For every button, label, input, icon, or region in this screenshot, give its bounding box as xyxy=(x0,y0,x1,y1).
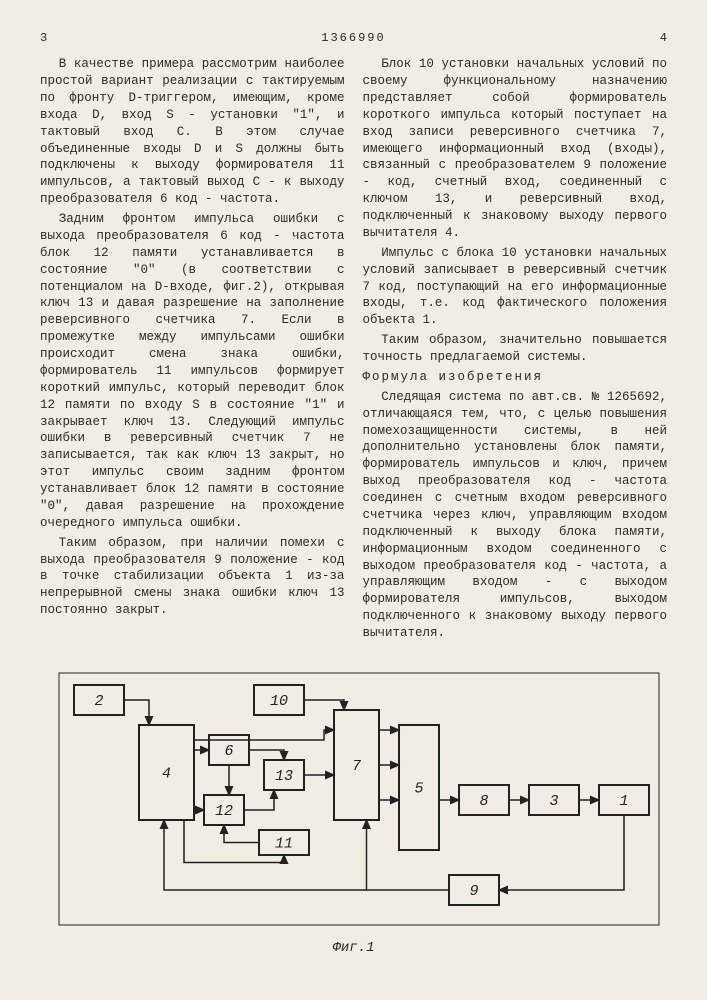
block-diagram: 12345678910111213 xyxy=(44,665,664,935)
svg-text:11: 11 xyxy=(274,835,292,852)
svg-text:4: 4 xyxy=(161,765,170,782)
para: Таким образом, при наличии помехи с выхо… xyxy=(40,535,345,619)
svg-text:3: 3 xyxy=(549,793,558,810)
svg-text:6: 6 xyxy=(224,743,233,760)
col-num-right: 4 xyxy=(660,30,667,52)
para: Импульс с блока 10 установки начальных у… xyxy=(363,245,668,329)
svg-text:12: 12 xyxy=(214,803,232,820)
svg-text:8: 8 xyxy=(479,793,488,810)
svg-text:2: 2 xyxy=(94,693,103,710)
para: В качестве примера рассмотрим наиболее п… xyxy=(40,56,345,208)
svg-text:9: 9 xyxy=(469,883,478,900)
page-header: 3 1366990 4 xyxy=(40,30,667,52)
para: Блок 10 установки начальных условий по с… xyxy=(363,56,668,242)
para: Таким образом, значительно повышается то… xyxy=(363,332,668,366)
svg-text:5: 5 xyxy=(414,780,423,797)
para: Задним фронтом импульса ошибки с выхода … xyxy=(40,211,345,532)
svg-text:13: 13 xyxy=(274,768,292,785)
column-left: В качестве примера рассмотрим наиболее п… xyxy=(40,56,345,645)
svg-text:10: 10 xyxy=(269,693,287,710)
column-right: Блок 10 установки начальных условий по с… xyxy=(363,56,668,645)
svg-text:7: 7 xyxy=(351,758,360,775)
text-columns: В качестве примера рассмотрим наиболее п… xyxy=(40,56,667,645)
figure-caption: Фиг.1 xyxy=(44,939,664,958)
formula-heading: Формула изобретения xyxy=(363,369,668,386)
svg-text:1: 1 xyxy=(619,793,628,810)
doc-number: 1366990 xyxy=(321,30,385,46)
figure-1: 12345678910111213 Фиг.1 xyxy=(44,665,664,955)
para: Следящая система по авт.св. № 1265692, о… xyxy=(363,389,668,642)
col-num-left: 3 xyxy=(40,30,47,52)
